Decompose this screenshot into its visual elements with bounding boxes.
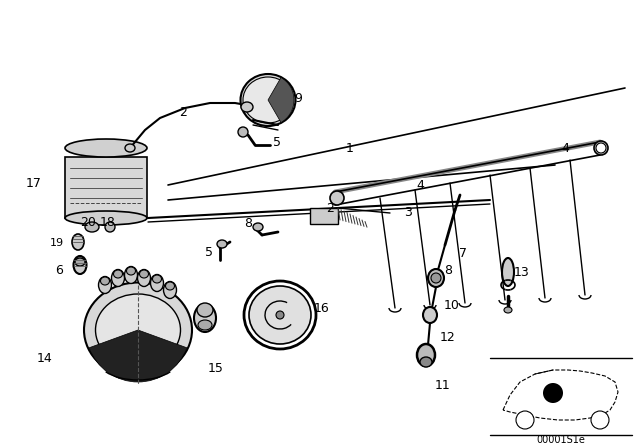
Ellipse shape: [113, 270, 122, 278]
Ellipse shape: [431, 273, 441, 283]
Text: 12: 12: [440, 331, 456, 344]
Text: 20: 20: [80, 215, 96, 228]
Ellipse shape: [65, 139, 147, 157]
Ellipse shape: [596, 143, 606, 153]
Ellipse shape: [84, 283, 192, 378]
Ellipse shape: [241, 74, 296, 126]
Ellipse shape: [152, 275, 161, 283]
Ellipse shape: [502, 258, 514, 286]
Ellipse shape: [72, 234, 84, 250]
Ellipse shape: [330, 191, 344, 205]
Text: 7: 7: [459, 246, 467, 259]
Ellipse shape: [238, 127, 248, 137]
Ellipse shape: [594, 141, 608, 155]
Ellipse shape: [244, 281, 316, 349]
Text: 11: 11: [435, 379, 451, 392]
Text: 18: 18: [100, 215, 116, 228]
Text: 3: 3: [404, 206, 412, 219]
Ellipse shape: [75, 258, 85, 266]
Ellipse shape: [125, 144, 135, 152]
Text: 10: 10: [444, 298, 460, 311]
Ellipse shape: [417, 344, 435, 366]
Ellipse shape: [127, 267, 136, 275]
Ellipse shape: [197, 303, 213, 317]
Bar: [65, 157, 147, 218]
Ellipse shape: [111, 270, 125, 287]
Ellipse shape: [194, 304, 216, 332]
Ellipse shape: [105, 222, 115, 232]
Ellipse shape: [74, 256, 86, 274]
Bar: [310, 208, 338, 224]
Text: 17: 17: [26, 177, 42, 190]
Text: 14: 14: [36, 352, 52, 365]
Text: 19: 19: [50, 238, 64, 248]
Ellipse shape: [125, 267, 138, 284]
Wedge shape: [89, 330, 187, 382]
Ellipse shape: [428, 269, 444, 287]
Text: 8: 8: [444, 263, 452, 276]
Ellipse shape: [65, 211, 147, 225]
Ellipse shape: [423, 307, 437, 323]
Ellipse shape: [163, 281, 177, 298]
Text: 6: 6: [55, 263, 63, 276]
Ellipse shape: [140, 270, 148, 278]
Ellipse shape: [420, 357, 432, 367]
Ellipse shape: [241, 102, 253, 112]
Ellipse shape: [95, 294, 180, 366]
Ellipse shape: [138, 270, 150, 287]
Circle shape: [591, 411, 609, 429]
Ellipse shape: [217, 240, 227, 248]
Text: 9: 9: [294, 91, 302, 104]
Ellipse shape: [249, 286, 311, 344]
Ellipse shape: [85, 222, 99, 232]
Text: 00001S1e: 00001S1e: [536, 435, 586, 445]
Wedge shape: [268, 78, 294, 122]
Text: 5: 5: [205, 246, 213, 258]
Text: 5: 5: [273, 135, 281, 148]
Circle shape: [516, 411, 534, 429]
Ellipse shape: [253, 223, 263, 231]
Ellipse shape: [243, 77, 293, 123]
Text: 4: 4: [561, 142, 569, 155]
Ellipse shape: [100, 277, 109, 285]
Ellipse shape: [276, 311, 284, 319]
Ellipse shape: [99, 276, 111, 293]
Text: 4: 4: [416, 178, 424, 191]
Text: 2: 2: [326, 202, 334, 215]
Text: 2: 2: [179, 105, 187, 119]
Text: 1: 1: [346, 142, 354, 155]
Ellipse shape: [504, 307, 512, 313]
Text: 15: 15: [208, 362, 224, 375]
Ellipse shape: [198, 320, 212, 330]
Ellipse shape: [166, 282, 175, 290]
Text: 13: 13: [514, 266, 530, 279]
Text: 16: 16: [314, 302, 330, 314]
Circle shape: [543, 383, 563, 403]
Text: 8: 8: [244, 216, 252, 229]
Ellipse shape: [150, 275, 163, 292]
